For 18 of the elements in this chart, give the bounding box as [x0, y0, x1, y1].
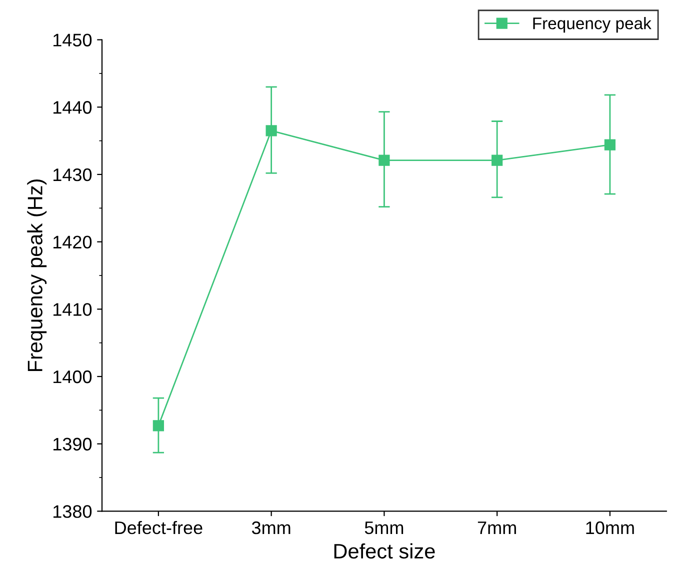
y-tick-label: 1400: [53, 370, 92, 384]
y-axis-title: Frequency peak (Hz): [27, 180, 47, 372]
y-tick-label: 1450: [53, 34, 92, 46]
y-tick-label: 1380: [53, 505, 92, 518]
point: [604, 139, 616, 150]
point: [378, 154, 390, 166]
y-tick-label: 1390: [53, 438, 92, 451]
x-tick-label: 5mm: [364, 522, 404, 534]
legend-label: Frequency peak: [533, 17, 652, 33]
x-tick-label: 10mm: [586, 521, 634, 534]
x-axis-title: Defect size: [334, 543, 435, 559]
x-tick-label: Defect-free: [115, 520, 202, 534]
y-tick-label: 1420: [53, 236, 92, 249]
y-tick-label: 1430: [53, 168, 92, 182]
x-tick-label: 7mm: [478, 522, 516, 534]
y-tick-label: 1440: [53, 101, 92, 114]
y-tick-label: 1410: [53, 303, 92, 316]
x-tick-label: 3mm: [252, 521, 290, 534]
